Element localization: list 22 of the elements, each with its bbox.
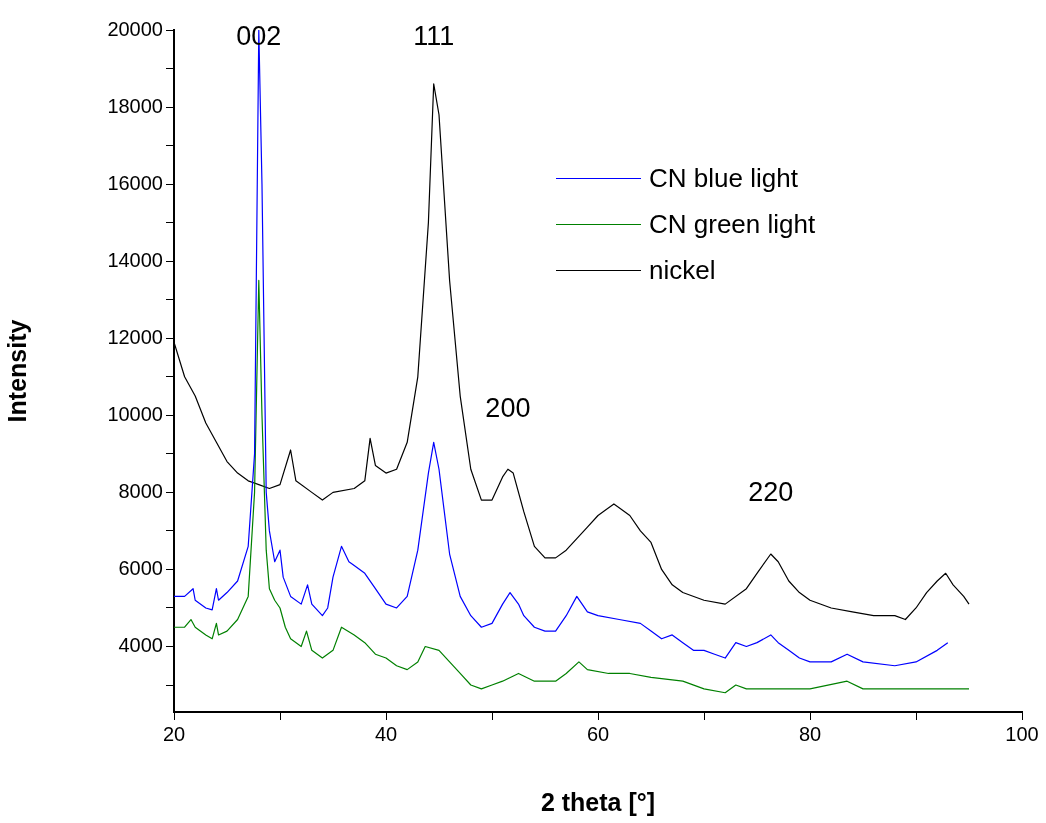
y-axis-title: Intensity: [2, 319, 31, 423]
x-axis-title: 2 theta [°]: [540, 787, 656, 816]
legend-label: CN green light: [649, 208, 816, 241]
legend-label: nickel: [649, 254, 716, 287]
x-tick-label: 20: [162, 722, 186, 745]
x-tick-label: 80: [798, 722, 822, 745]
y-tick-label: 12000: [107, 325, 163, 348]
x-tick-label: 40: [374, 722, 398, 745]
x-tick-label: 60: [586, 722, 610, 745]
y-tick-label: 6000: [118, 556, 163, 579]
x-tick-label: 100: [1005, 722, 1039, 745]
annotation: 220: [748, 477, 794, 508]
y-tick-label: 8000: [118, 479, 163, 502]
y-tick-label: 18000: [107, 94, 163, 117]
legend-label: CN blue light: [649, 162, 798, 195]
y-tick-label: 10000: [107, 402, 163, 425]
y-tick-label: 16000: [107, 171, 163, 194]
y-tick-label: 14000: [107, 248, 163, 271]
annotation: 111: [413, 21, 455, 52]
y-tick-label: 20000: [107, 17, 163, 40]
y-tick-label: 4000: [118, 634, 163, 657]
annotation: 200: [485, 392, 531, 423]
